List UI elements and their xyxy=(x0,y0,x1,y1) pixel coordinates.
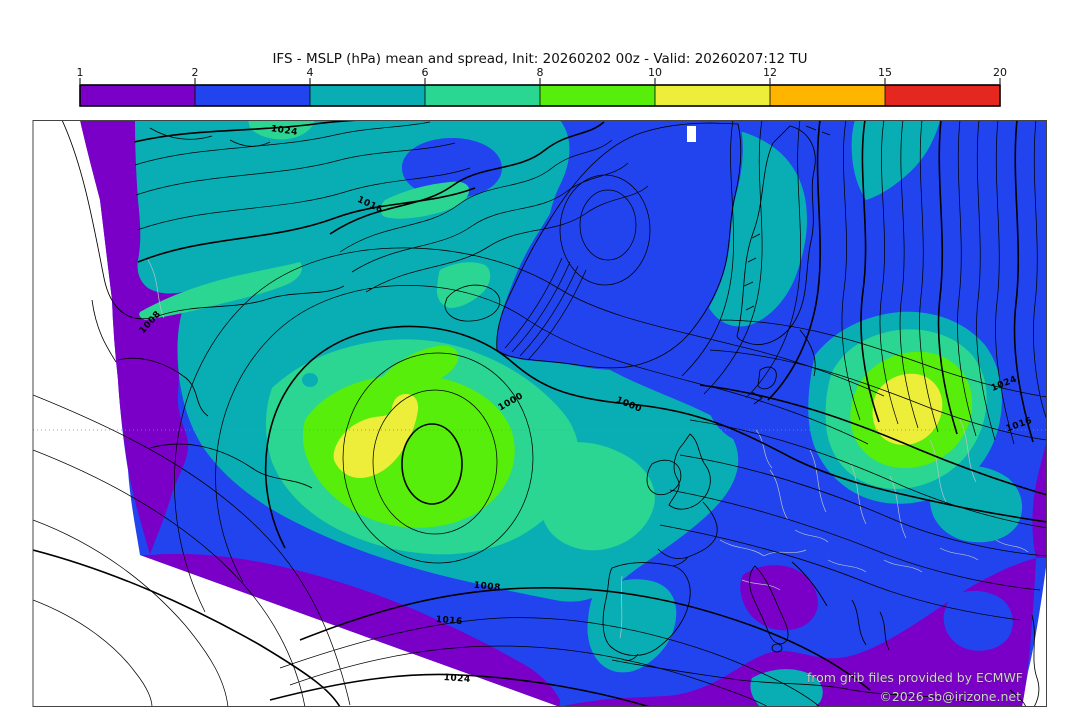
tick-marks xyxy=(79,78,1001,84)
spread-region-green xyxy=(302,345,973,528)
attribution-line-1: from grib files provided by ECMWF xyxy=(807,670,1023,685)
colorbar-segments xyxy=(79,84,1001,107)
colorbar-tick: 12 xyxy=(763,66,777,79)
colorbar-tick: 15 xyxy=(878,66,892,79)
map-frame xyxy=(32,120,1047,707)
colorbar: 1 2 4 6 8 10 12 15 20 xyxy=(77,66,1008,107)
coastlines xyxy=(61,120,1040,707)
isobar-lines-bold xyxy=(33,120,1047,707)
spread-fill-layer xyxy=(80,120,1047,707)
colorbar-segment xyxy=(310,85,425,106)
colorbar-tick: 6 xyxy=(422,66,429,79)
colorbar-tick: 2 xyxy=(192,66,199,79)
isobar-label: 1024 xyxy=(443,673,471,685)
spread-region-purple xyxy=(80,120,1047,707)
colorbar-tick-labels: 1 2 4 6 8 10 12 15 20 xyxy=(77,66,1008,79)
colorbar-segment xyxy=(195,85,310,106)
colorbar-tick: 4 xyxy=(307,66,314,79)
colorbar-tick: 8 xyxy=(537,66,544,79)
isobar-label: 1016 xyxy=(435,615,463,627)
colorbar-tick: 1 xyxy=(77,66,84,79)
attribution-line-2: ©2026 sb@irizone.net xyxy=(879,689,1021,704)
colorbar-segment xyxy=(885,85,1000,106)
spread-region-teal xyxy=(135,120,1023,707)
colorbar-segment xyxy=(80,85,195,106)
colorbar-segment xyxy=(655,85,770,106)
map-panel: 1024 1016 1008 1000 1000 1008 1016 1024 … xyxy=(33,120,1047,707)
colorbar-tick-marks xyxy=(79,78,1001,84)
colorbar-segment xyxy=(540,85,655,106)
chart-title: IFS - MSLP (hPa) mean and spread, Init: … xyxy=(272,51,807,67)
isobar-lines-thin xyxy=(33,120,1047,707)
map-gap-artifact xyxy=(687,126,696,142)
colorbar-segment xyxy=(770,85,885,106)
colorbar-dividers xyxy=(194,85,886,106)
attribution: from grib files provided by ECMWF ©2026 … xyxy=(807,670,1024,704)
colorbar-segment xyxy=(425,85,540,106)
country-borders xyxy=(147,259,1029,639)
colorbar-tick: 20 xyxy=(993,66,1007,79)
isobar-label: 1024 xyxy=(270,124,298,138)
isobar-label: 1008 xyxy=(473,581,501,594)
colorbar-tick: 10 xyxy=(648,66,662,79)
